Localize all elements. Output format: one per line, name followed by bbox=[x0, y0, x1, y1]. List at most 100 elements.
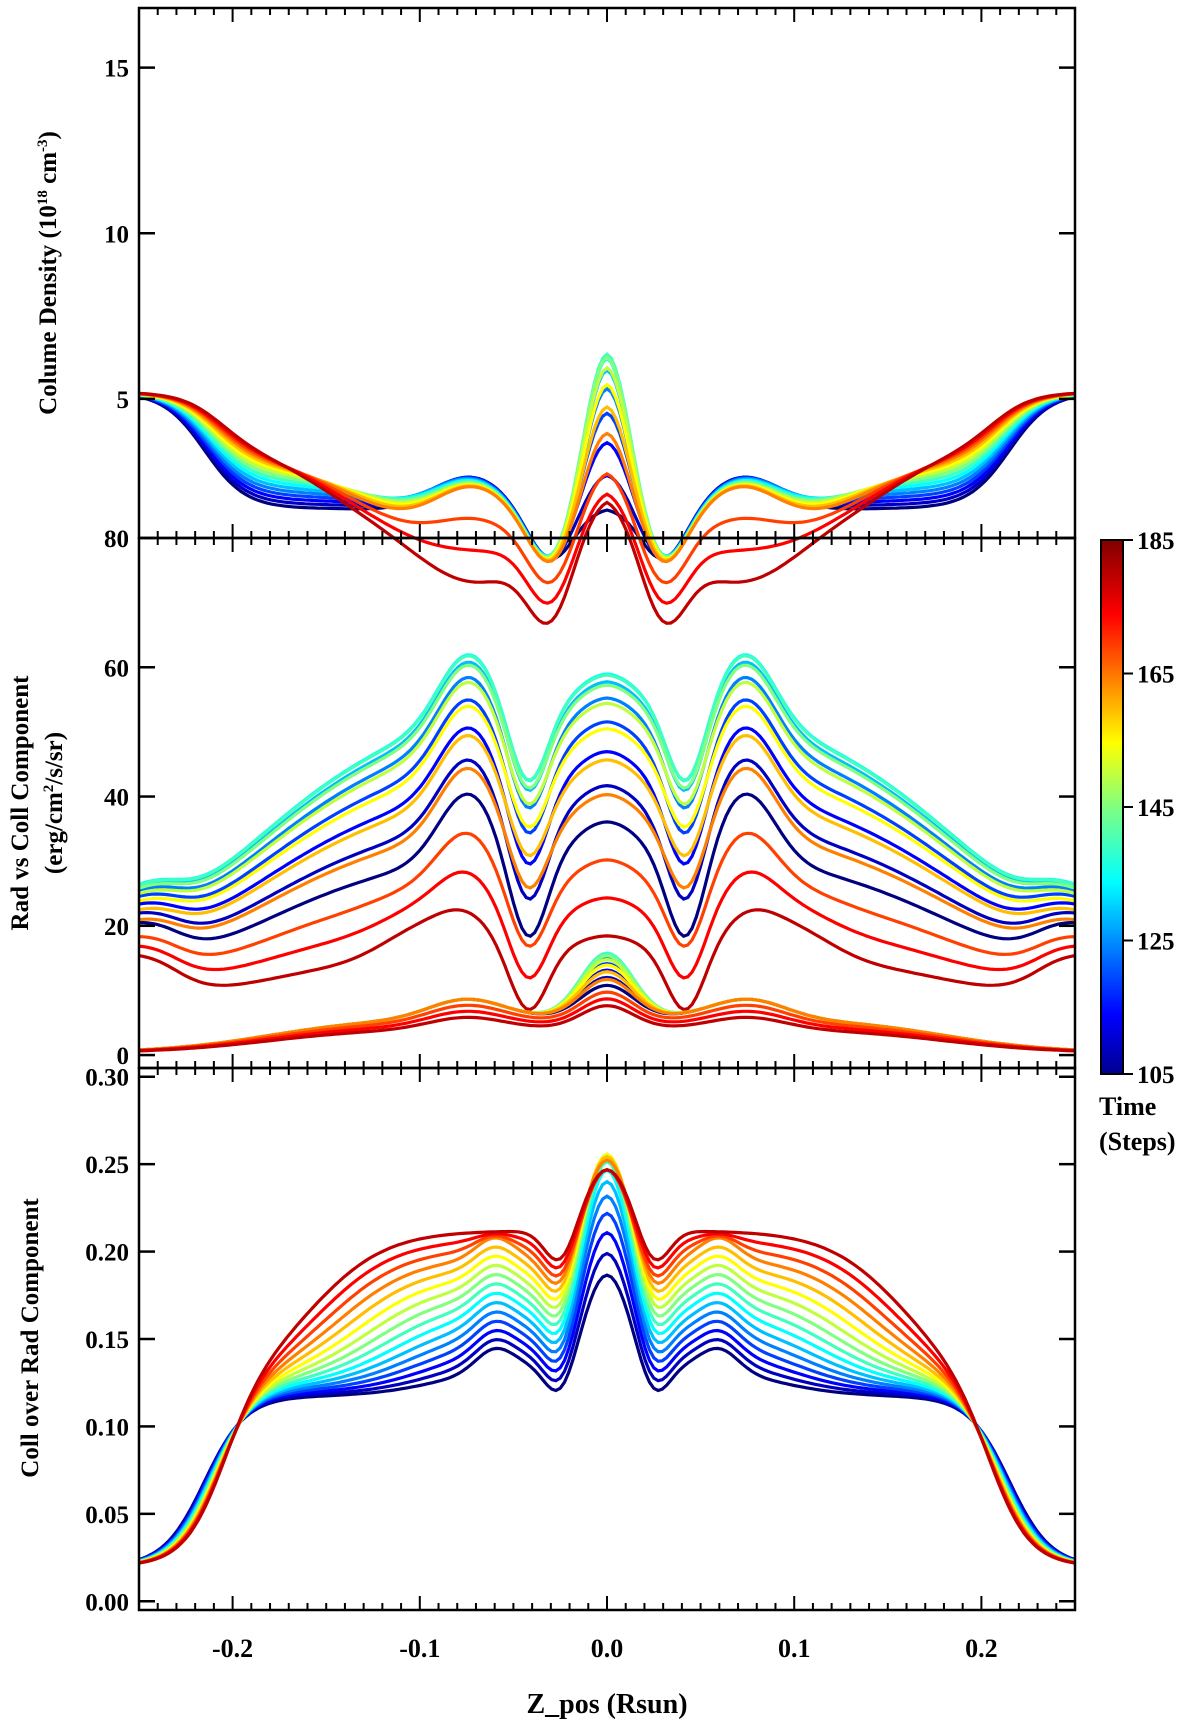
colorbar-ticks: 185 165 145 125 105 bbox=[1123, 528, 1175, 1089]
series-line-step-165 bbox=[138, 1158, 1076, 1565]
series-line-step-150 bbox=[138, 1152, 1076, 1564]
colorbar: 185 165 145 125 105 Time (Steps) bbox=[1099, 528, 1176, 1156]
y-label-main: Colume Density (10 bbox=[35, 205, 62, 415]
colorbar-tick-label: 145 bbox=[1137, 795, 1175, 822]
plot-frame bbox=[137, 536, 1077, 1070]
y-axis-label: Colume Density (1018 cm-3) bbox=[35, 131, 62, 415]
y-tick-label: 0.25 bbox=[85, 1152, 129, 1179]
x-tick-label: -0.1 bbox=[399, 1634, 440, 1663]
plot-frame bbox=[137, 6, 1077, 540]
series-line-step-170 bbox=[138, 831, 1076, 957]
series-lines bbox=[138, 653, 1076, 1053]
panel-rad-vs-coll: 0 20 40 60 80 Rad vs Coll Component (erg/cm2… bbox=[7, 526, 1077, 1070]
y-label-post: /s/sr) bbox=[41, 732, 68, 786]
series-line-step-160 bbox=[138, 1154, 1076, 1564]
series-line-step-105 bbox=[138, 395, 1076, 561]
series-line-step-105 bbox=[139, 792, 1075, 941]
series-line-step-140 bbox=[138, 351, 1076, 559]
y-tick-label: 0.10 bbox=[85, 1414, 129, 1441]
colorbar-tick-label: 105 bbox=[1137, 1062, 1175, 1089]
y-axis-ticks: 0.00 0.05 0.10 0.15 0.20 0.25 0.30 bbox=[85, 1065, 1075, 1616]
series-line-step-180 bbox=[138, 908, 1076, 1012]
series-line-step-180 bbox=[138, 391, 1076, 625]
x-tick-label: -0.2 bbox=[212, 1634, 253, 1663]
series-line-step-120 bbox=[138, 698, 1076, 899]
y-axis-label-line1: Rad vs Coll Component bbox=[7, 675, 34, 931]
y-tick-label: 0.05 bbox=[85, 1502, 129, 1529]
y-tick-label: 0.20 bbox=[85, 1240, 129, 1267]
series-lines bbox=[138, 1152, 1076, 1565]
series-line-step-145 bbox=[138, 355, 1076, 559]
x-tick-label: 0.2 bbox=[965, 1634, 998, 1663]
y-label-pre: (erg/cm bbox=[41, 792, 68, 874]
x-tick-label: 0.1 bbox=[778, 1634, 811, 1663]
series-line-step-120 bbox=[138, 1211, 1076, 1562]
y-tick-label: 5 bbox=[117, 387, 130, 414]
series-line-step-135 bbox=[138, 1168, 1076, 1563]
panel-column-density: 5 10 15 Colume Density (1018 cm-3) bbox=[35, 6, 1077, 625]
colorbar-tick-label: 185 bbox=[1137, 528, 1175, 555]
x-axis-ticks bbox=[138, 1068, 1076, 1610]
series-line-step-175 bbox=[138, 870, 1076, 980]
series-lines bbox=[138, 351, 1076, 625]
y-tick-label: 0.00 bbox=[85, 1589, 129, 1616]
series-line-step-155 bbox=[138, 382, 1076, 561]
y-label-mid: cm bbox=[35, 152, 62, 190]
x-tick-label: 0.0 bbox=[591, 1634, 624, 1663]
series-line-step-105 bbox=[138, 1273, 1076, 1562]
series-line-step-110 bbox=[138, 758, 1076, 925]
series-line-step-155 bbox=[138, 1152, 1076, 1564]
series-line-step-155 bbox=[138, 704, 1076, 903]
y-tick-label: 0 bbox=[117, 1043, 130, 1070]
y-label-sup1: 18 bbox=[35, 190, 51, 205]
series-line-step-165 bbox=[138, 977, 1076, 1052]
x-axis-ticks bbox=[138, 538, 1076, 1068]
y-axis-ticks: 5 10 15 bbox=[104, 56, 1075, 414]
colorbar-tick-label: 165 bbox=[1137, 662, 1175, 689]
y-tick-label: 15 bbox=[104, 56, 129, 83]
series-line-step-140 bbox=[138, 654, 1076, 887]
series-line-step-145 bbox=[138, 663, 1076, 890]
y-label-end: ) bbox=[35, 131, 62, 139]
series-line-step-125 bbox=[138, 386, 1076, 558]
panel-coll-over-rad: 0.00 0.05 0.10 0.15 0.20 0.25 0.30 Coll over R… bbox=[17, 1065, 1077, 1616]
series-line-step-125 bbox=[138, 675, 1076, 892]
y-tick-label: 20 bbox=[104, 914, 129, 941]
series-line-step-130 bbox=[138, 660, 1076, 888]
x-axis-ticks bbox=[138, 8, 1076, 538]
plot-frame bbox=[137, 1066, 1077, 1612]
series-line-step-120 bbox=[138, 394, 1076, 558]
colorbar-tick-label: 125 bbox=[1137, 929, 1175, 956]
y-axis-label: Coll over Rad Component bbox=[17, 1198, 44, 1478]
series-line-step-125 bbox=[138, 1194, 1076, 1563]
series-line-step-180 bbox=[138, 1168, 1076, 1565]
series-line-step-170 bbox=[138, 990, 1076, 1052]
colorbar-title-line2: (Steps) bbox=[1099, 1127, 1176, 1156]
series-line-step-115 bbox=[138, 394, 1076, 559]
y-tick-label: 10 bbox=[104, 221, 129, 248]
y-tick-label: 0.15 bbox=[85, 1327, 129, 1354]
colorbar-title-line1: Time bbox=[1099, 1092, 1156, 1121]
series-line-step-150 bbox=[138, 680, 1076, 896]
series-line-step-165 bbox=[138, 766, 1076, 930]
series-line-step-170 bbox=[138, 392, 1076, 585]
y-axis-label-line2: (erg/cm2/s/sr) bbox=[41, 732, 68, 874]
series-line-step-180 bbox=[138, 1004, 1076, 1053]
series-line-step-150 bbox=[138, 365, 1076, 560]
y-tick-label: 0.30 bbox=[85, 1065, 129, 1092]
series-line-step-145 bbox=[138, 1154, 1076, 1564]
x-axis-tick-labels: -0.2 -0.1 0.0 0.1 0.2 bbox=[212, 1634, 998, 1663]
series-line-step-115 bbox=[138, 1230, 1076, 1562]
y-label-sup2: -3 bbox=[35, 139, 51, 152]
y-tick-label: 80 bbox=[104, 526, 129, 553]
series-line-step-175 bbox=[138, 997, 1076, 1053]
y-tick-label: 40 bbox=[104, 785, 129, 812]
x-axis-label: Z_pos (Rsun) bbox=[526, 1689, 687, 1720]
y-axis-ticks: 0 20 40 60 80 bbox=[104, 526, 1075, 1070]
series-line-step-160 bbox=[138, 733, 1076, 916]
series-line-step-130 bbox=[138, 368, 1076, 558]
series-line-step-115 bbox=[138, 726, 1076, 911]
y-label-sup: 2 bbox=[41, 785, 57, 793]
series-line-step-110 bbox=[138, 1251, 1076, 1562]
